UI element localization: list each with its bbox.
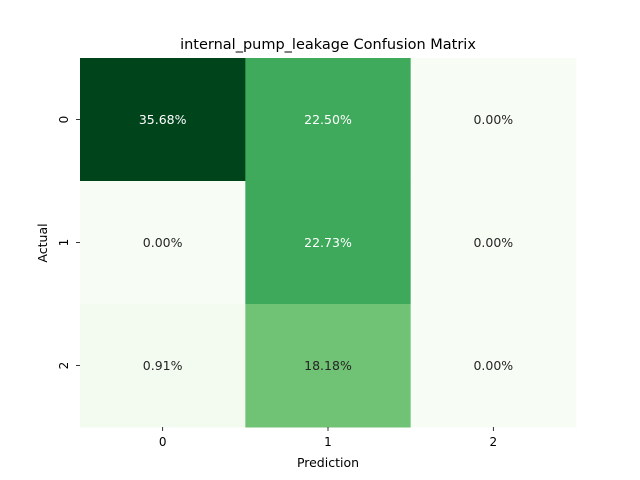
- heatmap-cell-r1-c2: [410, 181, 577, 305]
- x-tick-label-0: 0: [159, 435, 167, 449]
- cell-value-label-r2-c2: 0.00%: [473, 358, 513, 373]
- heatmap-cell-r0-c2: [410, 58, 577, 182]
- heatmap-cell-r0-c1: [245, 58, 412, 182]
- cell-value-label-r0-c2: 0.00%: [473, 112, 513, 127]
- y-tick-label-1: 1: [57, 239, 71, 247]
- heatmap-cell-labels: 35.68% 22.50% 0.00% 0.00% 22.73% 0.00% 0.91% 18…: [139, 112, 513, 373]
- heatmap-cell-r1-c0: [80, 181, 246, 305]
- x-tick-label-2: 2: [490, 435, 498, 449]
- y-tick-label-2: 2: [57, 362, 71, 370]
- cell-value-label-r0-c1: 22.50%: [304, 112, 352, 127]
- heatmap-cell-r2-c1: [245, 304, 412, 428]
- cell-value-label-r1-c2: 0.00%: [473, 235, 513, 250]
- heatmap-cells: [80, 58, 577, 428]
- y-tick-label-0: 0: [57, 116, 71, 124]
- cell-value-label-r2-c0: 0.91%: [143, 358, 183, 373]
- cell-value-label-r1-c1: 22.73%: [304, 235, 352, 250]
- x-axis-label: Prediction: [297, 455, 359, 470]
- cell-value-label-r2-c1: 18.18%: [304, 358, 352, 373]
- x-axis-ticks: 0 1 2: [159, 427, 497, 449]
- heatmap-cell-r0-c0: [80, 58, 246, 182]
- heatmap-cell-r1-c1: [245, 181, 412, 305]
- y-axis-ticks: 0 1 2: [57, 116, 80, 370]
- y-axis-label: Actual: [35, 223, 50, 262]
- cell-value-label-r1-c0: 0.00%: [143, 235, 183, 250]
- heatmap-cell-r2-c0: [80, 304, 246, 428]
- cell-value-label-r0-c0: 35.68%: [139, 112, 187, 127]
- chart-title: internal_pump_leakage Confusion Matrix: [180, 37, 476, 53]
- heatmap-cell-r2-c2: [410, 304, 577, 428]
- x-tick-label-1: 1: [324, 435, 332, 449]
